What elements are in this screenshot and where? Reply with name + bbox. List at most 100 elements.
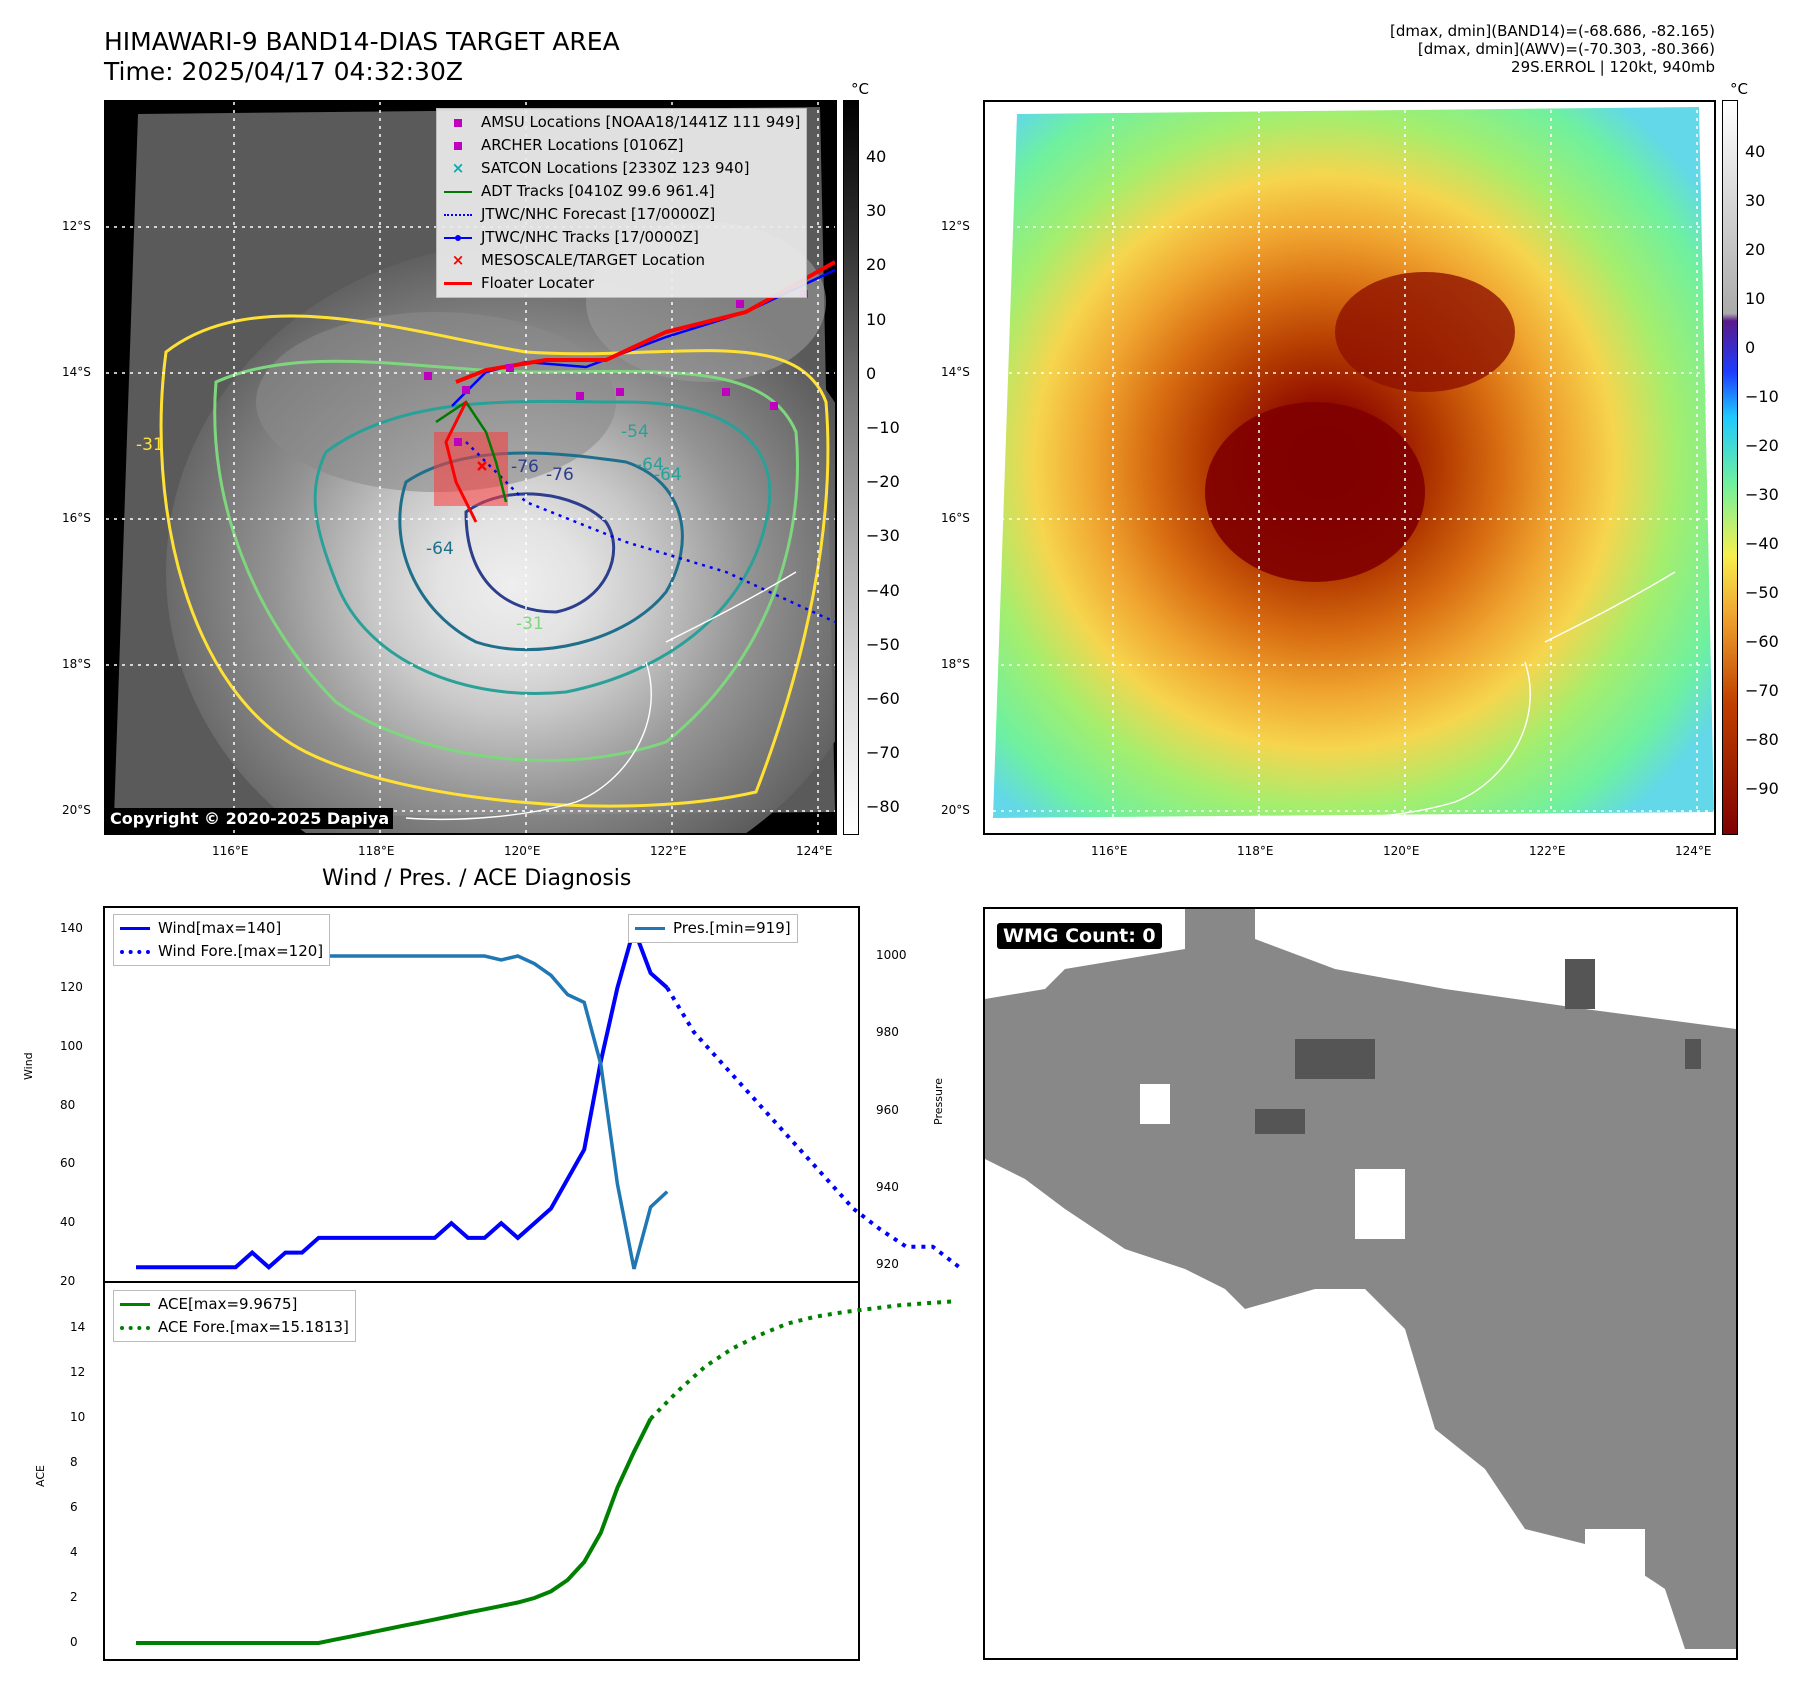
legend-jtwc-tracks-label: JTWC/NHC Tracks [17/0000Z] <box>481 228 699 246</box>
title-satellite: HIMAWARI-9 BAND14-DIAS TARGET AREA <box>104 27 620 56</box>
colorbar-left-tick: −40 <box>866 580 900 600</box>
lat-label: 12°S <box>62 219 91 233</box>
colorbar-right-tick: −70 <box>1745 681 1779 700</box>
colorbar-left-tick: −30 <box>866 526 900 546</box>
legend-satcon: × SATCON Locations [2330Z 123 940] <box>443 157 800 180</box>
wind-tick: 60 <box>60 1156 76 1171</box>
wmg-panel: WMG Count: 0 <box>983 907 1738 1660</box>
stats-awv: [dmax, dmin](AWV)=(-70.303, -80.366) <box>1417 40 1715 58</box>
colorbar-left-tick: −80 <box>866 797 900 817</box>
colorbar-right-tick: 10 <box>1745 289 1766 308</box>
legend-adt-label: ADT Tracks [0410Z 99.6 961.4] <box>481 182 715 200</box>
lat-label: 18°S <box>941 657 970 671</box>
contour-label: -31 <box>136 435 164 455</box>
lon-label: 124°E <box>796 844 833 858</box>
ace-plot-frame <box>103 1281 860 1661</box>
ace-tick: 14 <box>70 1320 86 1334</box>
pressure-tick: 980 <box>876 1025 899 1040</box>
line-icon <box>443 282 473 285</box>
legend-mesoscale: × MESOSCALE/TARGET Location <box>443 249 800 272</box>
colorbar-right <box>1722 100 1738 835</box>
stats-storm: 29S.ERROL | 120kt, 940mb <box>1511 58 1715 76</box>
ace-tick: 6 <box>70 1500 78 1514</box>
pressure-series-line <box>135 923 669 1270</box>
colorbar-right-tick: 40 <box>1745 142 1766 161</box>
colorbar-right-tick: −50 <box>1745 583 1779 602</box>
colorbar-left-tick: 40 <box>866 147 887 166</box>
title-time: Time: 2025/04/17 04:32:30Z <box>104 57 463 86</box>
legend-jtwc-forecast: JTWC/NHC Forecast [17/0000Z] <box>443 203 800 226</box>
colorbar-left-unit: °C <box>851 80 869 98</box>
colorbar-right-tick: −60 <box>1745 632 1779 651</box>
colorbar-left-tick: 0 <box>866 363 877 383</box>
legend-ace-fore-label: ACE Fore.[max=15.1813] <box>158 1318 349 1336</box>
dotted-line-icon <box>120 1325 150 1330</box>
lon-label: 122°E <box>1529 844 1566 858</box>
legend-amsu-label: AMSU Locations [NOAA18/1441Z 111 949] <box>481 113 801 131</box>
pressure-tick: 960 <box>876 1102 899 1117</box>
legend-archer: ARCHER Locations [0106Z] <box>443 134 800 157</box>
lon-label: 116°E <box>1091 844 1128 858</box>
contour-label: -54 <box>621 422 649 442</box>
contour-label: -31 <box>516 614 544 634</box>
wind-tick: 120 <box>60 979 83 994</box>
colorbar-right-tick: −90 <box>1745 779 1779 798</box>
wind-tick: 140 <box>60 921 83 935</box>
contour-label: -76 <box>511 457 539 477</box>
lat-label: 18°S <box>62 657 91 671</box>
wind-forecast-line <box>665 986 961 1269</box>
wmg-count-badge: WMG Count: 0 <box>997 923 1162 949</box>
stats-block: [dmax, dmin](BAND14)=(-68.686, -82.165) … <box>1390 22 1715 76</box>
wind-tick: 80 <box>60 1097 76 1112</box>
colorbar-right-tick: −80 <box>1745 730 1779 749</box>
lon-label: 118°E <box>1237 844 1274 858</box>
pressure-tick: 940 <box>876 1179 899 1194</box>
lat-label: 16°S <box>941 511 970 525</box>
colorbar-left-tick: 10 <box>866 309 887 329</box>
colorbar-left-tick: −10 <box>866 418 900 437</box>
lat-label: 20°S <box>62 803 91 817</box>
lon-label: 116°E <box>212 844 249 858</box>
solid-line-icon <box>120 927 150 930</box>
diag-title: Wind / Pres. / ACE Diagnosis <box>322 866 632 891</box>
legend-wind-label: Wind[max=140] <box>158 919 282 937</box>
legend-floater-label: Floater Locater <box>481 274 595 292</box>
colorbar-right-tick: −10 <box>1745 387 1779 406</box>
ace-series-line <box>136 1417 653 1645</box>
line-icon <box>443 190 473 193</box>
contour-label: -64 <box>426 539 454 559</box>
lat-label: 12°S <box>941 219 970 233</box>
lat-label: 20°S <box>941 803 970 817</box>
stats-band14: [dmax, dmin](BAND14)=(-68.686, -82.165) <box>1390 22 1715 40</box>
dotted-line-icon <box>120 949 150 954</box>
lat-label: 16°S <box>62 511 91 525</box>
pressure-tick: 920 <box>876 1257 899 1271</box>
ace-tick: 2 <box>70 1590 78 1604</box>
colorbar-right-tick: −20 <box>1745 436 1779 455</box>
copyright: Copyright © 2020-2025 Dapiya <box>106 808 394 829</box>
legend-jtwc-tracks: JTWC/NHC Tracks [17/0000Z] <box>443 226 800 249</box>
legend-floater: Floater Locater <box>443 272 800 295</box>
wind-tick: 20 <box>60 1274 76 1288</box>
ace-tick: 10 <box>70 1410 86 1424</box>
ace-tick: 12 <box>70 1365 86 1379</box>
legend-adt: ADT Tracks [0410Z 99.6 961.4] <box>443 180 800 203</box>
solid-line-icon <box>120 1303 150 1306</box>
colorbar-right-tick: 30 <box>1745 191 1766 210</box>
lon-label: 120°E <box>504 844 541 858</box>
ace-tick: 0 <box>70 1635 78 1649</box>
wmg-mask <box>985 909 1736 1649</box>
wind-tick: 40 <box>60 1215 76 1230</box>
legend-jtwc-forecast-label: JTWC/NHC Forecast [17/0000Z] <box>481 205 716 223</box>
legend-archer-label: ARCHER Locations [0106Z] <box>481 136 684 154</box>
wind-legend: Wind[max=140] Wind Fore.[max=120] <box>113 914 331 966</box>
x-marker-icon: × <box>451 159 465 177</box>
colorbar-left <box>843 100 859 835</box>
lat-label: 14°S <box>62 365 91 379</box>
pressure-legend: Pres.[min=919] <box>628 914 798 943</box>
lat-label: 14°S <box>941 365 970 379</box>
colorbar-left-tick: 30 <box>866 201 887 221</box>
colorbar-right-tick: −40 <box>1745 534 1779 553</box>
contour-label: -76 <box>546 465 574 485</box>
enhanced-map-panel <box>983 100 1716 835</box>
